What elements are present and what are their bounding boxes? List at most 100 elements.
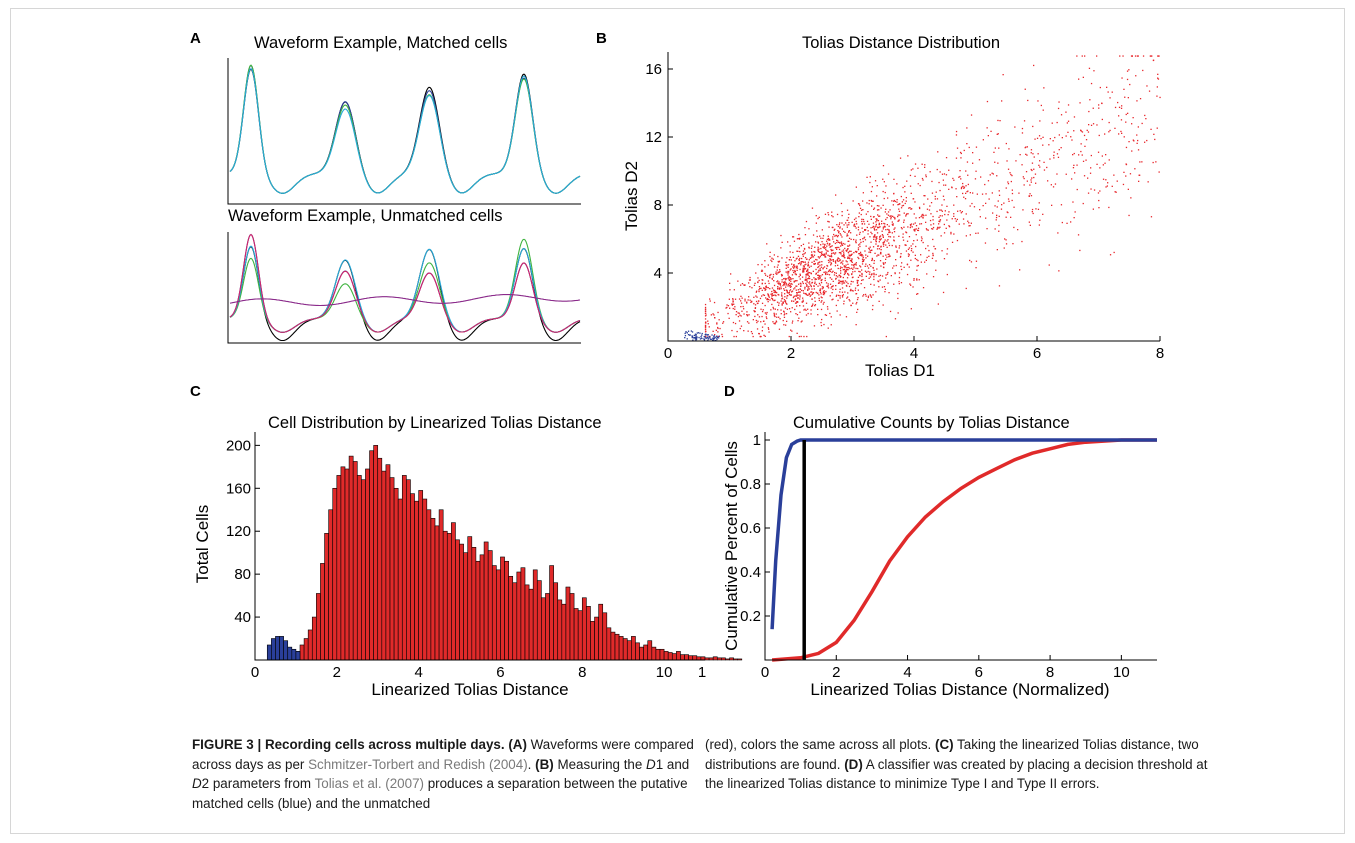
scatter-point-unmatched: [815, 278, 817, 280]
scatter-point-unmatched: [1030, 149, 1033, 151]
scatter-point-unmatched: [1057, 156, 1060, 158]
scatter-point-unmatched: [1027, 99, 1029, 102]
scatter-point-unmatched: [884, 262, 886, 264]
scatter-point-unmatched: [815, 283, 817, 286]
scatter-point-unmatched: [861, 272, 863, 275]
caption-b-ref[interactable]: Tolias et al. (2007): [314, 776, 424, 791]
scatter-point-unmatched: [1056, 153, 1059, 155]
scatter-point-unmatched: [794, 308, 796, 311]
histogram-bar-unmatched: [716, 657, 722, 661]
scatter-point-unmatched: [834, 228, 836, 230]
scatter-point-unmatched: [829, 269, 831, 271]
scatter-point-unmatched: [833, 274, 836, 276]
x-tick-label: 4: [903, 664, 911, 681]
scatter-point-unmatched: [1061, 137, 1063, 139]
scatter-point-unmatched: [1157, 73, 1159, 75]
scatter-point-unmatched: [865, 271, 868, 273]
scatter-point-unmatched: [862, 238, 864, 240]
scatter-point-unmatched: [829, 295, 831, 297]
scatter-point-unmatched: [832, 249, 834, 251]
scatter-point-unmatched: [921, 177, 924, 180]
scatter-point-unmatched: [824, 256, 826, 258]
scatter-point-unmatched: [829, 258, 831, 260]
scatter-point-unmatched: [1005, 187, 1007, 189]
scatter-point-unmatched: [832, 260, 835, 262]
histogram-bar-unmatched: [606, 627, 612, 661]
histogram-bar-unmatched: [487, 550, 493, 661]
scatter-point-unmatched: [835, 262, 837, 264]
scatter-point-unmatched: [912, 198, 914, 200]
scatter-point-unmatched: [779, 283, 781, 285]
scatter-point-unmatched: [893, 199, 895, 202]
histogram-bar-unmatched: [401, 475, 407, 661]
scatter-point-unmatched: [848, 245, 850, 247]
scatter-point-unmatched: [851, 221, 853, 223]
scatter-point-unmatched: [764, 323, 766, 325]
scatter-point-unmatched: [841, 211, 843, 213]
scatter-point-unmatched: [777, 264, 779, 266]
scatter-point-unmatched: [1114, 191, 1116, 193]
histogram-bar-unmatched: [434, 525, 440, 661]
scatter-point-unmatched: [847, 256, 849, 258]
scatter-point-unmatched: [922, 179, 924, 181]
scatter-point-unmatched: [790, 311, 792, 313]
scatter-point-unmatched: [859, 251, 862, 253]
scatter-point-unmatched: [807, 265, 809, 267]
caption-a-ref[interactable]: Schmitzer-Torbert and Redish (2004): [308, 756, 528, 772]
scatter-point-unmatched: [715, 329, 717, 331]
scatter-point-unmatched: [1057, 232, 1059, 234]
scatter-point-unmatched: [870, 295, 872, 297]
scatter-point-unmatched: [810, 291, 812, 293]
scatter-point-unmatched: [782, 301, 784, 303]
scatter-point-unmatched: [803, 265, 805, 268]
scatter-point-unmatched: [833, 241, 835, 243]
scatter-point-unmatched: [1030, 195, 1033, 197]
scatter-point-unmatched: [879, 236, 881, 238]
scatter-point-unmatched: [838, 279, 840, 281]
scatter-point-unmatched: [851, 261, 853, 263]
scatter-point-unmatched: [781, 292, 783, 294]
scatter-point-unmatched: [864, 293, 867, 296]
scatter-point-unmatched: [710, 314, 712, 316]
scatter-point-unmatched: [868, 248, 871, 250]
scatter-point-unmatched: [1090, 154, 1092, 157]
scatter-point-unmatched: [717, 335, 719, 338]
scatter-point-unmatched: [808, 282, 810, 284]
scatter-point-unmatched: [704, 329, 707, 331]
scatter-point-unmatched: [770, 273, 772, 276]
scatter-point-unmatched: [848, 285, 851, 288]
scatter-point-unmatched: [838, 246, 840, 249]
scatter-point-unmatched: [919, 207, 921, 210]
scatter-point-unmatched: [777, 280, 779, 282]
scatter-point-unmatched: [872, 222, 875, 224]
scatter-point-unmatched: [943, 232, 946, 234]
scatter-point-unmatched: [850, 259, 853, 262]
scatter-point-unmatched: [895, 264, 897, 267]
scatter-point-unmatched: [802, 300, 804, 303]
scatter-point-unmatched: [786, 272, 789, 274]
scatter-point-unmatched: [814, 251, 816, 253]
scatter-point-unmatched: [1030, 152, 1032, 154]
scatter-point-unmatched: [738, 298, 741, 300]
histogram-bar-unmatched: [414, 500, 419, 661]
scatter-point-unmatched: [901, 262, 903, 264]
scatter-point-unmatched: [1018, 192, 1020, 194]
histogram-bar-unmatched: [307, 629, 313, 661]
histogram-bar-matched: [266, 644, 272, 661]
scatter-point-unmatched: [799, 305, 801, 307]
scatter-point-unmatched: [885, 185, 887, 187]
scatter-point-unmatched: [842, 282, 844, 284]
scatter-point-unmatched: [819, 261, 821, 263]
caption-b-text3-right: (red), colors the same across all plots.: [705, 737, 932, 752]
scatter-point-unmatched: [948, 211, 950, 213]
scatter-point-unmatched: [725, 307, 727, 309]
panel-c-xlabel: Linearized Tolias Distance: [371, 680, 568, 699]
scatter-point-unmatched: [963, 187, 965, 189]
scatter-point-unmatched: [860, 254, 862, 256]
scatter-point-unmatched: [1093, 70, 1095, 72]
scatter-point-unmatched: [772, 308, 775, 310]
scatter-point-unmatched: [794, 271, 796, 273]
scatter-point-unmatched: [865, 213, 867, 215]
unmatched-waveforms: [229, 233, 581, 342]
